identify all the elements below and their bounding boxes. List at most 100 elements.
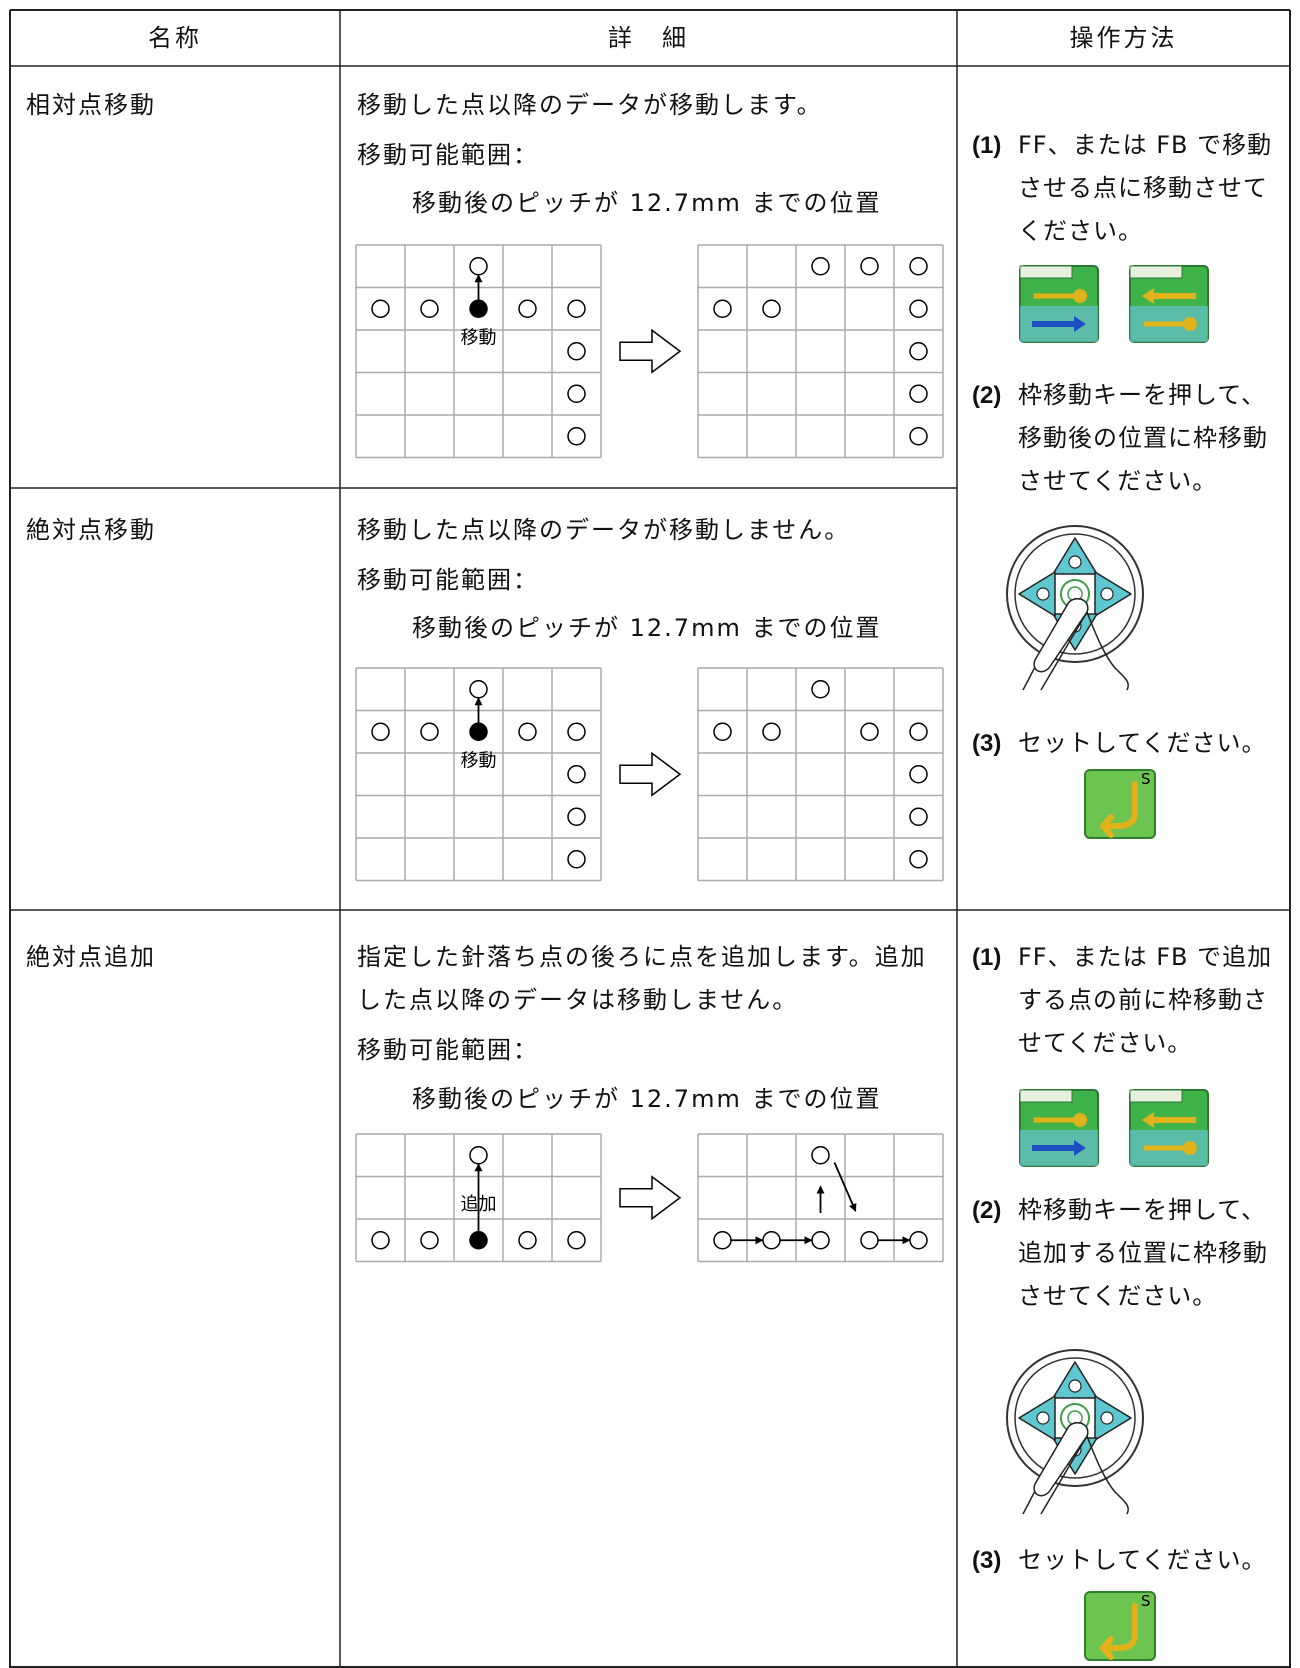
step: (3) セットしてください。 <box>972 1539 1282 1582</box>
range-label: 移動可能範囲： <box>357 141 539 169</box>
key-knob <box>1073 1113 1087 1127</box>
needle-point <box>469 257 488 276</box>
needle-point <box>518 1231 537 1250</box>
key-knob <box>1073 289 1087 303</box>
step-number: (2) <box>972 1197 1002 1224</box>
needle-point <box>567 384 586 403</box>
step-number: (3) <box>972 730 1002 757</box>
needle-point <box>713 299 732 318</box>
needle-point <box>909 257 928 276</box>
needle-point <box>567 299 586 318</box>
key-knob <box>1183 317 1197 331</box>
finger <box>1033 598 1089 673</box>
diagram-label: 追加 <box>461 1194 497 1215</box>
needle-point-selected <box>469 1231 488 1250</box>
needle-point <box>371 1231 390 1250</box>
needle-point <box>762 299 781 318</box>
needle-point <box>811 1231 830 1250</box>
needle-point <box>811 1146 830 1165</box>
key-knob <box>1183 1141 1197 1155</box>
needle-point <box>371 722 390 741</box>
step: (1) FF、または FB で追加する点の前に枠移動させてください。 <box>972 936 1282 1065</box>
needle-point <box>567 722 586 741</box>
key-arrow <box>1032 316 1086 332</box>
key-tab <box>1019 1089 1073 1103</box>
step-number: (1) <box>972 132 1002 159</box>
direction-key-dot <box>1036 1411 1050 1425</box>
step-text: セットしてください。 <box>1018 729 1267 757</box>
header-cell: 詳 細 <box>608 24 689 52</box>
frame-move-keys-icon <box>1006 1349 1144 1515</box>
needle-point <box>518 299 537 318</box>
transition-arrow <box>619 751 682 797</box>
needle-point <box>567 850 586 869</box>
arrow <box>833 1162 857 1212</box>
needle-point <box>909 850 928 869</box>
direction-key <box>1018 571 1056 617</box>
row-description: 移動した点以降のデータが移動しません。 <box>357 516 851 544</box>
range-text: 移動後のピッチが 12.7mm までの位置 <box>412 1085 882 1113</box>
needle-point <box>909 765 928 784</box>
fb-key-icon <box>1129 265 1209 343</box>
transition-arrow <box>619 1175 682 1221</box>
key-tab <box>1019 265 1073 279</box>
needle-point <box>567 1231 586 1250</box>
row-description: 移動した点以降のデータが移動します。 <box>357 91 823 119</box>
needle-point <box>909 807 928 826</box>
direction-key <box>1052 537 1098 575</box>
ff-key-icon <box>1019 265 1099 343</box>
needle-point <box>811 680 830 699</box>
range-text: 移動後のピッチが 12.7mm までの位置 <box>412 614 882 642</box>
step: (2) 枠移動キーを押して、移動後の位置に枠移動させてください。 <box>972 374 1282 503</box>
step-number: (3) <box>972 1547 1002 1574</box>
step-text: FF、または FB で移動させる点に移動させてください。 <box>1018 131 1273 245</box>
direction-key <box>1052 1361 1098 1399</box>
needle-point <box>420 299 439 318</box>
step-number: (1) <box>972 944 1002 971</box>
needle-point <box>811 257 830 276</box>
needle-point <box>762 1231 781 1250</box>
needle-point <box>713 1231 732 1250</box>
needle-point <box>371 299 390 318</box>
row-name: 絶対点追加 <box>26 943 156 971</box>
needle-point <box>469 680 488 699</box>
set-key-icon: S <box>1084 1591 1156 1661</box>
key-arrow <box>1032 1140 1086 1156</box>
step: (3) セットしてください。 <box>972 722 1282 765</box>
range-text: 移動後のピッチが 12.7mm までの位置 <box>412 189 882 217</box>
frame-move-keys-icon <box>1006 525 1144 691</box>
set-key-label: S <box>1141 1592 1151 1610</box>
diagram-label: 移動 <box>461 327 497 348</box>
needle-point <box>762 722 781 741</box>
needle-point <box>420 722 439 741</box>
range-label: 移動可能範囲： <box>357 566 539 594</box>
direction-key <box>1018 1395 1056 1441</box>
needle-point-selected <box>469 299 488 318</box>
header-cell: 名称 <box>148 24 202 52</box>
needle-point <box>567 342 586 361</box>
needle-point <box>909 384 928 403</box>
step: (2) 枠移動キーを押して、追加する位置に枠移動させてください。 <box>972 1189 1282 1318</box>
key-tab <box>1129 1089 1183 1103</box>
needle-point <box>909 299 928 318</box>
needle-point <box>420 1231 439 1250</box>
needle-point <box>469 1146 488 1165</box>
needle-point <box>860 257 879 276</box>
needle-point <box>860 722 879 741</box>
direction-key-dot <box>1036 587 1050 601</box>
needle-point <box>713 722 732 741</box>
finger <box>1033 1422 1089 1497</box>
range-label: 移動可能範囲： <box>357 1036 539 1064</box>
key-arrow <box>1142 288 1196 304</box>
needle-point <box>567 427 586 446</box>
step-text: 枠移動キーを押して、移動後の位置に枠移動させてください。 <box>1018 381 1268 495</box>
direction-key-dot <box>1068 555 1082 569</box>
ff-key-icon <box>1019 1089 1099 1167</box>
step-text: セットしてください。 <box>1018 1546 1267 1574</box>
set-key-arrow <box>1100 1603 1138 1660</box>
needle-point <box>909 427 928 446</box>
transition-arrow <box>619 328 682 374</box>
key-tab <box>1129 265 1183 279</box>
